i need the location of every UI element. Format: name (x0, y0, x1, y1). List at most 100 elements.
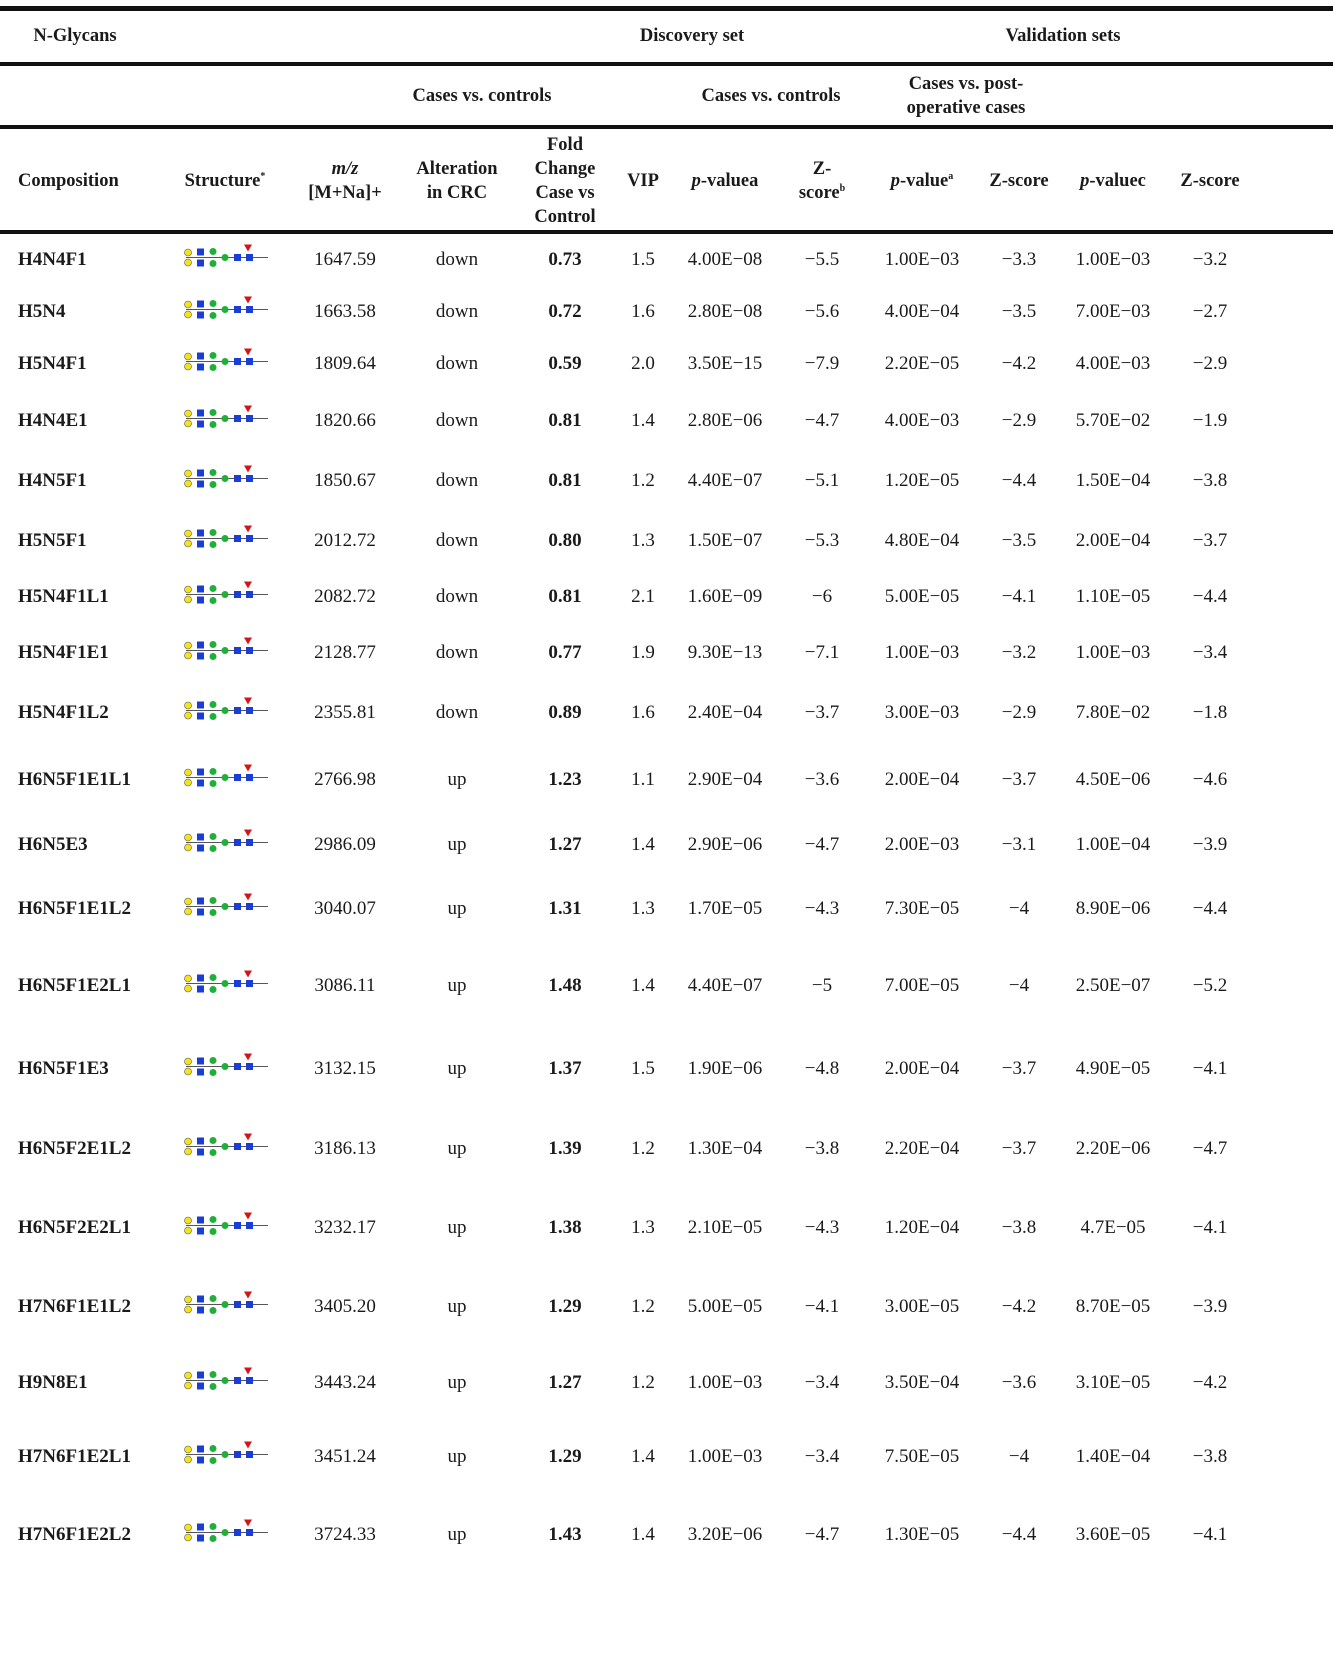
table-cell: 4.40E−07 (688, 974, 763, 998)
table-cell: 1.31 (548, 897, 581, 921)
table-cell: −5.2 (1193, 974, 1227, 998)
header-text: Z-score (1180, 171, 1239, 191)
table-cell: 1.30E−05 (885, 1523, 960, 1547)
glycan-structure (180, 1440, 270, 1475)
glycan-structure (180, 1290, 270, 1325)
table-cell: 4.00E−03 (1076, 352, 1151, 376)
table-cell: 1.4 (631, 1445, 655, 1469)
table-cell: 4.00E−08 (688, 248, 763, 272)
group-header: N-Glycans (33, 24, 116, 48)
header-text: -valuea (701, 171, 759, 191)
table-cell: 0.89 (548, 701, 581, 725)
column-header: Z-score (989, 169, 1049, 193)
table-cell: −4 (1009, 1445, 1029, 1469)
table-cell: −4.2 (1193, 1371, 1227, 1395)
table-cell: up (448, 897, 467, 921)
table-cell: 2355.81 (314, 701, 376, 725)
table-cell: 1.27 (548, 833, 581, 857)
table-cell: 2.00E−04 (885, 768, 960, 792)
table-cell: up (448, 1523, 467, 1547)
table-cell: −3.2 (1193, 248, 1227, 272)
table-cell: −3.7 (1193, 529, 1227, 553)
glycan-structure (180, 1518, 270, 1553)
table-cell: 1820.66 (314, 409, 376, 433)
table-cell: 1.10E−05 (1076, 585, 1151, 609)
table-cell: 2.80E−08 (688, 300, 763, 324)
table-cell: 1.23 (548, 768, 581, 792)
table-cell: 1.37 (548, 1057, 581, 1081)
table-cell: −4.2 (1002, 1295, 1036, 1319)
table-cell: 3.60E−05 (1076, 1523, 1151, 1547)
table-cell: 4.50E−06 (1076, 768, 1151, 792)
table-cell: −4.7 (1193, 1137, 1227, 1161)
glycan-structure (180, 524, 270, 559)
table-cell: 7.00E−03 (1076, 300, 1151, 324)
table-cell: −5.1 (805, 469, 839, 493)
table-cell: 3186.13 (314, 1137, 376, 1161)
table-cell: 1.4 (631, 1523, 655, 1547)
table-cell: 1.2 (631, 1371, 655, 1395)
header-text: Z-score (799, 159, 840, 203)
table-cell: 7.50E−05 (885, 1445, 960, 1469)
table-cell: 2.20E−05 (885, 352, 960, 376)
glycan-structure (180, 696, 270, 731)
table-cell: −4.3 (805, 897, 839, 921)
table-cell: 0.77 (548, 641, 581, 665)
table-cell: −4 (1009, 897, 1029, 921)
table-cell: −4.2 (1002, 352, 1036, 376)
table-cell: 3.50E−15 (688, 352, 763, 376)
table-cell: −3.9 (1193, 833, 1227, 857)
table-page: N-Glycans Discovery set Validation sets … (0, 0, 1333, 1664)
table-cell: 1.29 (548, 1295, 581, 1319)
table-cell: 2.90E−06 (688, 833, 763, 857)
table-cell: up (448, 1137, 467, 1161)
header-text: Z-score (989, 171, 1048, 191)
table-cell: 4.7E−05 (1080, 1216, 1145, 1240)
composition: H5N4F1L1 (18, 585, 109, 609)
sub-header: Cases vs. post- (909, 72, 1024, 96)
rule (0, 62, 1333, 66)
table-cell: up (448, 1445, 467, 1469)
table-cell: 2.00E−04 (885, 1057, 960, 1081)
table-cell: −4.4 (1193, 897, 1227, 921)
composition: H4N4F1 (18, 248, 87, 272)
rule (0, 230, 1333, 234)
column-header: p-valuec (1080, 169, 1146, 193)
table-cell: 2986.09 (314, 833, 376, 857)
table-cell: −3.7 (1002, 768, 1036, 792)
header-sup: b (840, 183, 846, 194)
table-cell: down (436, 585, 478, 609)
header-italic: p (1080, 171, 1089, 191)
header-italic: m/z (332, 159, 359, 179)
table-cell: −5.3 (805, 529, 839, 553)
column-header: p-valuea (692, 169, 759, 193)
header-text: -valuec (1089, 171, 1146, 191)
header-sup: * (260, 171, 265, 182)
header-italic: p (692, 171, 701, 191)
glycan-structure (180, 404, 270, 439)
table-cell: 0.81 (548, 469, 581, 493)
table-cell: 1.2 (631, 1137, 655, 1161)
composition: H6N5F1E3 (18, 1057, 109, 1081)
table-cell: down (436, 409, 478, 433)
header-text: Alteration in CRC (416, 159, 497, 203)
table-cell: 1.00E−04 (1076, 833, 1151, 857)
table-cell: 1.90E−06 (688, 1057, 763, 1081)
table-cell: 1.60E−09 (688, 585, 763, 609)
table-cell: down (436, 701, 478, 725)
table-cell: −3.7 (805, 701, 839, 725)
table-cell: 1647.59 (314, 248, 376, 272)
table-cell: −3.4 (805, 1445, 839, 1469)
table-cell: 1.39 (548, 1137, 581, 1161)
table-cell: −4.7 (805, 833, 839, 857)
composition: H6N5F1E1L2 (18, 897, 131, 921)
glycan-structure (180, 1211, 270, 1246)
sub-header: Cases vs. controls (702, 84, 841, 108)
table-cell: 4.00E−04 (885, 300, 960, 324)
column-header: Z-score (1180, 169, 1240, 193)
table-cell: 3.10E−05 (1076, 1371, 1151, 1395)
table-cell: 1.43 (548, 1523, 581, 1547)
table-cell: 1.38 (548, 1216, 581, 1240)
composition: H5N4 (18, 300, 66, 324)
table-cell: 2.80E−06 (688, 409, 763, 433)
